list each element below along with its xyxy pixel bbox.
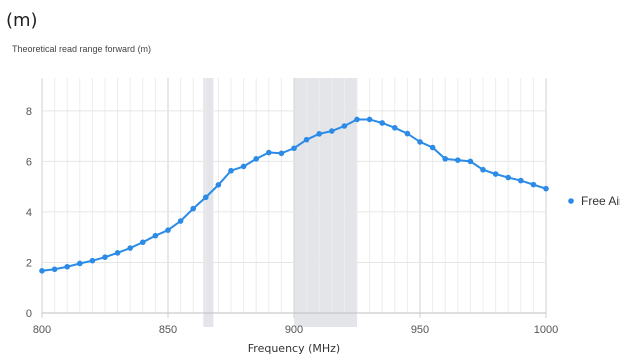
x-tick-label: 800 xyxy=(33,324,51,336)
x-tick-label: 1000 xyxy=(534,324,558,336)
x-tick-label: 950 xyxy=(411,324,429,336)
data-point[interactable] xyxy=(77,260,83,267)
data-point[interactable] xyxy=(417,139,423,145)
x-tick-label: 900 xyxy=(285,324,303,336)
y-tick-labels: 0 2 4 6 8 xyxy=(26,106,32,320)
data-point[interactable] xyxy=(467,158,474,165)
x-tick-labels: 800 850 900 950 1000 xyxy=(33,324,558,336)
y-tick-label: 6 xyxy=(26,156,32,168)
data-point[interactable] xyxy=(89,257,96,264)
y-tick-label: 4 xyxy=(26,207,32,219)
y-tick-label: 0 xyxy=(26,308,32,320)
data-point[interactable] xyxy=(366,116,373,123)
data-point[interactable] xyxy=(530,181,537,188)
chart-title: Theoretical read range forward (m) xyxy=(12,44,152,54)
y-tick-label: 8 xyxy=(26,106,32,118)
data-point[interactable] xyxy=(165,227,171,233)
data-point[interactable] xyxy=(303,136,310,143)
data-point[interactable] xyxy=(64,263,70,270)
data-point[interactable] xyxy=(291,145,297,152)
data-point[interactable] xyxy=(329,128,335,134)
data-point[interactable] xyxy=(543,185,549,192)
data-point[interactable] xyxy=(455,157,461,163)
data-point[interactable] xyxy=(442,156,449,162)
data-point[interactable] xyxy=(316,131,323,137)
data-point[interactable] xyxy=(354,116,360,123)
data-point[interactable] xyxy=(518,177,524,184)
data-point[interactable] xyxy=(253,156,259,162)
data-point[interactable] xyxy=(51,266,58,273)
data-point[interactable] xyxy=(102,254,108,260)
data-point[interactable] xyxy=(266,149,272,156)
data-point[interactable] xyxy=(39,268,45,274)
x-tick-label: 850 xyxy=(159,324,177,336)
legend[interactable]: Free Air xyxy=(568,194,620,208)
highlight-band-0 xyxy=(203,78,214,327)
y-tick-label: 2 xyxy=(26,257,32,269)
panel-label: (m) xyxy=(6,10,38,31)
data-point[interactable] xyxy=(505,174,512,181)
data-point[interactable] xyxy=(480,166,486,173)
x-axis-label: Frequency (MHz) xyxy=(248,342,340,355)
data-point[interactable] xyxy=(404,130,411,137)
series-points xyxy=(39,116,549,274)
legend-marker xyxy=(568,198,574,204)
data-point[interactable] xyxy=(152,232,159,239)
data-point[interactable] xyxy=(341,123,348,129)
data-point[interactable] xyxy=(278,150,285,157)
data-point[interactable] xyxy=(190,205,196,212)
data-point[interactable] xyxy=(127,245,133,251)
data-point[interactable] xyxy=(114,250,121,256)
data-point[interactable] xyxy=(228,167,234,174)
grid-lines xyxy=(41,78,547,318)
legend-label: Free Air xyxy=(581,194,620,208)
data-point[interactable] xyxy=(492,171,499,177)
data-point[interactable] xyxy=(429,144,436,151)
highlight-bands xyxy=(203,78,357,327)
data-point[interactable] xyxy=(392,124,398,131)
highlight-band-1 xyxy=(294,78,357,327)
data-point[interactable] xyxy=(203,194,209,201)
data-point[interactable] xyxy=(379,120,386,126)
data-point[interactable] xyxy=(140,239,146,246)
data-point[interactable] xyxy=(177,218,184,224)
data-point[interactable] xyxy=(240,163,247,170)
data-point[interactable] xyxy=(215,182,222,188)
